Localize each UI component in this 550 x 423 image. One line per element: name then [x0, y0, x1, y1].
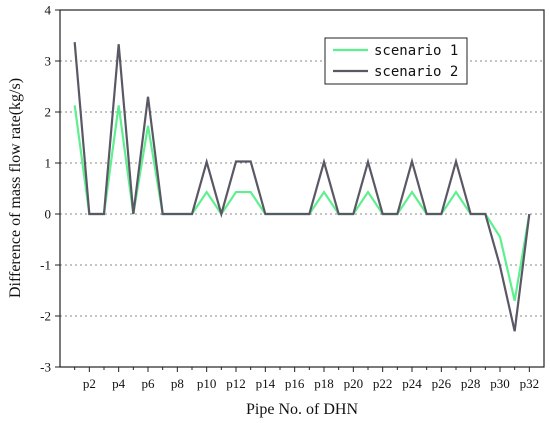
- x-tick-label: p4: [112, 376, 126, 391]
- plot-frame: [59, 9, 545, 368]
- x-tick-label: p26: [432, 376, 452, 391]
- x-tick-label: p18: [314, 376, 334, 391]
- y-tick-label: 3: [45, 54, 52, 69]
- series-line-2: [73, 42, 531, 332]
- y-tick-label: -2: [40, 309, 51, 324]
- x-tick-label: p32: [520, 376, 540, 391]
- x-tick-label: p24: [402, 376, 422, 391]
- y-tick-label: -1: [40, 258, 51, 273]
- x-tick-label: p22: [373, 376, 393, 391]
- tick-layer: -3 -2 -1 0 1 2 3 4 p2 p4 p6 p8 p10 p12 p14 p16 p18 p20 p22…: [40, 3, 539, 392]
- legend: scenario 1 scenario 2: [324, 37, 468, 85]
- x-tick-label: p8: [171, 376, 184, 391]
- series-layer: [73, 42, 531, 332]
- x-tick-label: p16: [285, 376, 305, 391]
- y-tick-label: 4: [45, 3, 52, 18]
- x-tick-label: p12: [226, 376, 246, 391]
- x-tick-label: p2: [83, 376, 96, 391]
- x-tick-label: p28: [461, 376, 481, 391]
- x-tick-label: p30: [490, 376, 510, 391]
- x-tick-label: p10: [197, 376, 217, 391]
- x-tick-label: p20: [344, 376, 364, 391]
- y-tick-label: 2: [45, 105, 52, 120]
- y-axis-title: Difference of mass flow rate(kg/s): [7, 78, 24, 298]
- x-tick-label: p14: [256, 376, 276, 391]
- legend-box: [324, 37, 468, 85]
- y-tick-label: -3: [40, 360, 51, 375]
- legend-label-2: scenario 2: [374, 64, 458, 80]
- y-tick-label: 0: [45, 207, 52, 222]
- x-tick-label: p6: [142, 376, 156, 391]
- y-tick-label: 1: [45, 156, 52, 171]
- grid-lines: [60, 60, 544, 317]
- legend-label-1: scenario 1: [374, 43, 458, 59]
- x-axis-title: Pipe No. of DHN: [246, 401, 358, 418]
